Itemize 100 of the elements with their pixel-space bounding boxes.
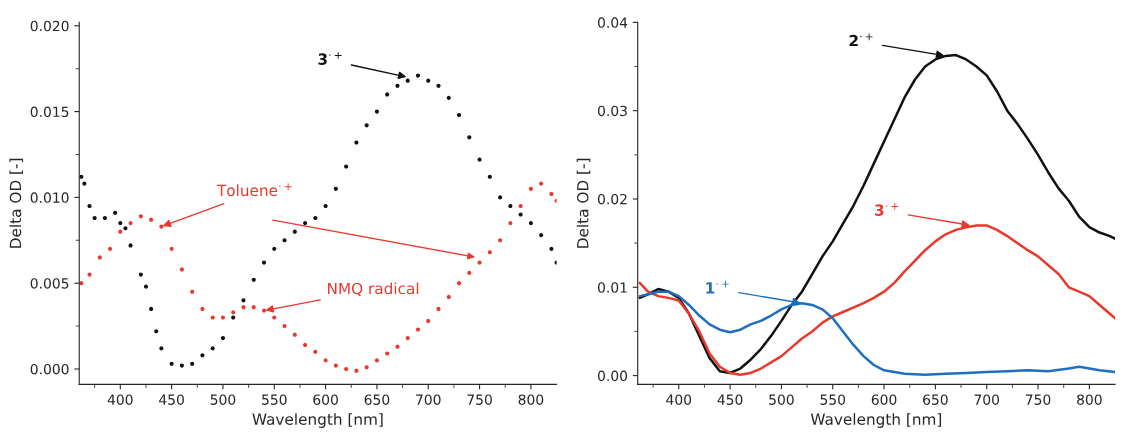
point [82,181,87,186]
point [405,78,410,83]
point [169,246,174,251]
y-tick-label: 0.020 [30,20,69,32]
point [436,306,441,311]
x-tick-label: 400 [107,394,133,405]
y-axis-title: Delta OD [-] [576,158,591,248]
point [118,221,123,226]
point [143,284,149,289]
x-tick-label: 650 [364,394,390,405]
point [487,250,492,255]
point [333,186,338,191]
x-tick-label: 750 [467,394,492,405]
point [302,221,308,226]
point [395,83,400,88]
x-tick-label: 400 [666,394,692,405]
point [415,73,421,78]
point [498,195,503,200]
point [446,95,451,100]
point [549,246,554,251]
annotation: 3$^{·+}$ [875,203,899,216]
point [436,83,441,88]
point [302,342,308,348]
x-tick-label: 500 [210,394,236,405]
point [467,135,472,140]
point [210,346,215,351]
point [149,306,154,311]
x-tick-label: 500 [769,394,794,405]
point [113,210,118,215]
annotation: Toluene$^{·+}$ [216,183,292,197]
annotation: NMQ radical [328,282,419,296]
y-tick-label: 0.000 [30,363,69,375]
point [138,214,143,219]
point [251,305,256,310]
point [200,306,205,311]
x-tick-label: 550 [262,394,287,405]
point [251,277,256,282]
point [92,215,97,221]
point [498,238,503,243]
x-tick-label: 750 [1025,394,1051,405]
point [220,315,226,320]
point [128,221,133,226]
point [272,246,277,251]
point [190,361,195,366]
point [261,308,267,313]
point [313,349,318,354]
y-axis-title: Delta OD [-] [9,158,24,248]
point [508,221,513,226]
point [385,92,390,97]
x-tick-label: 600 [871,394,897,405]
x-tick-label: 700 [416,394,441,405]
point [374,109,380,114]
point [107,246,113,251]
x-axis-title: Wavelength [nm] [252,413,383,428]
point [179,363,184,368]
point [97,255,102,260]
x-axis-title: Wavelength [nm] [810,413,942,428]
point [138,272,143,277]
point [528,221,533,226]
point [220,336,226,341]
y-tick-label: 0.02 [597,193,627,205]
x-tick-label: 700 [974,394,1000,405]
point [528,186,533,191]
point [426,318,431,324]
point [282,238,287,243]
x-tick-label: 800 [1077,394,1102,405]
point [282,323,287,329]
point [456,281,462,286]
point [118,229,123,234]
annotation: 1$^{·+}$ [706,280,729,294]
point [313,215,318,221]
point [292,229,297,234]
y-tick-label: 0.03 [597,105,627,117]
point [344,366,349,372]
point [149,217,154,222]
y-tick-label: 0.010 [30,192,69,203]
point [518,203,523,209]
point [272,315,277,320]
point [333,363,338,368]
point [354,368,359,373]
point [323,203,328,209]
x-tick-label: 600 [313,394,338,405]
x-tick-label: 800 [518,394,544,405]
point [539,233,544,238]
y-tick-label: 0.015 [30,106,69,118]
point [169,361,174,366]
x-tick-label: 450 [159,394,184,405]
point [179,267,184,272]
x-tick-label: 450 [717,394,743,405]
point [344,164,349,169]
point [385,351,390,356]
annotation: 3$^{·+}$ [318,52,342,65]
point [539,181,544,186]
point [241,305,246,310]
x-tick-label: 650 [923,394,948,405]
point [364,123,369,128]
point [261,260,267,265]
point [374,358,380,363]
y-tick-label: 0.00 [597,370,628,382]
point [426,78,431,83]
